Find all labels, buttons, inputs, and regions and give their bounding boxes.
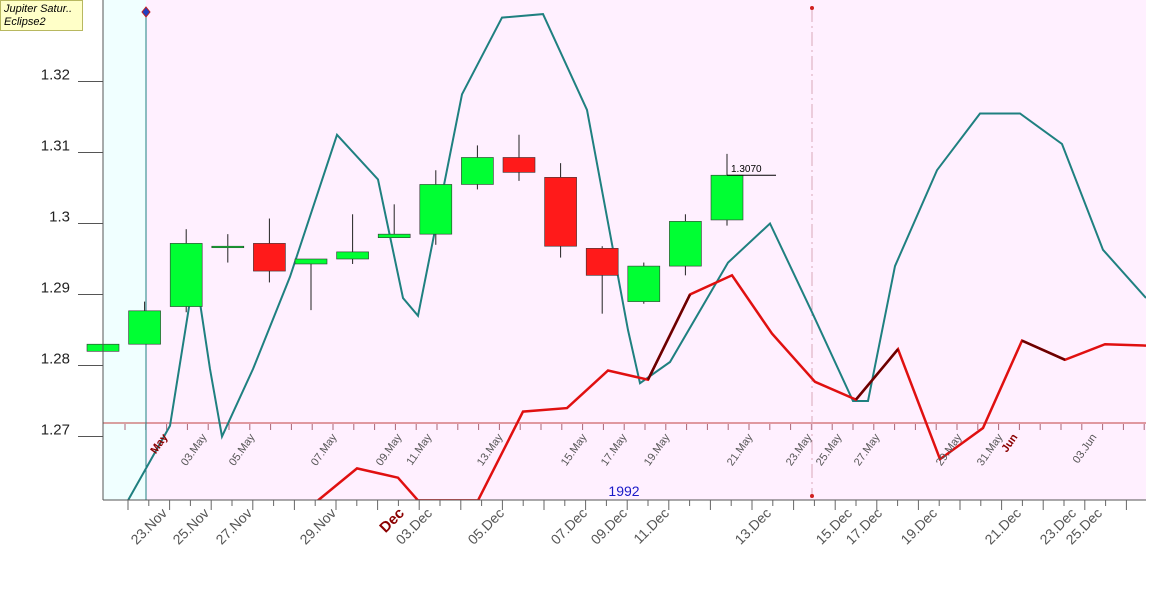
dark-red-segment [646, 293, 692, 381]
series-group [127, 13, 1146, 500]
cursor-top-dot [810, 6, 814, 10]
y-tick-label: 1.27 [41, 422, 70, 439]
candle-body [585, 248, 619, 276]
marker-diamond-icon [141, 6, 151, 18]
candle-body [211, 245, 245, 249]
legend-item: Eclipse2 [4, 16, 46, 28]
price-tag: 1.3070 [727, 164, 776, 176]
teal-series-line [127, 13, 1146, 500]
dark-red-segment [855, 348, 899, 401]
candle-body [461, 157, 494, 185]
left-panel-background [103, 0, 146, 500]
candle-body [710, 174, 744, 221]
year-label: 1992 [608, 483, 639, 499]
y-axis: 1.27 1.28 1.29 1.3 1.31 1.32 [41, 67, 103, 439]
outer-date-label: 11.Dec [630, 505, 672, 547]
candle-body [294, 258, 328, 265]
outer-date-label: 07.Dec [547, 505, 590, 548]
y-tick-label: 1.3 [49, 209, 70, 226]
outer-date-label: 27.Nov [212, 505, 255, 548]
outer-date-label: 21.Dec [981, 505, 1024, 548]
price-tag-text: 1.3070 [731, 164, 762, 175]
candle-body [128, 310, 161, 345]
candle-body [419, 184, 453, 235]
red-series-line [317, 273, 1146, 500]
candle-body [377, 233, 411, 238]
outer-date-label: 09.Dec [587, 505, 630, 548]
candle-body [627, 265, 661, 302]
outer-date-label: 29.Nov [296, 505, 339, 548]
candles-layer [86, 134, 744, 412]
y-tick-label: 1.31 [41, 138, 70, 155]
candle-body [253, 243, 286, 272]
dark-red-segment [1021, 339, 1066, 361]
cursor-bottom-dot [810, 494, 814, 498]
candle-body [336, 251, 369, 260]
legend-item: Jupiter Satur.. [4, 3, 73, 15]
y-tick-label: 1.28 [41, 351, 70, 368]
outer-date-label: 05.Dec [464, 505, 507, 548]
series-layer [127, 13, 1146, 500]
candle-body [669, 221, 702, 267]
outer-date-label: 19.Dec [897, 505, 940, 548]
outer-date-label: 13.Dec [731, 505, 774, 548]
outer-date-label: 25.Nov [169, 505, 212, 548]
candle-body [169, 243, 203, 307]
candle-body [502, 157, 536, 173]
inner-time-ticks [124, 424, 1145, 430]
outer-time-ticks [127, 500, 1127, 510]
y-tick-label: 1.29 [41, 280, 70, 297]
outer-date-label: 23.Nov [127, 505, 170, 548]
candle-body [544, 177, 577, 247]
legend: Jupiter Satur.. Eclipse2 [0, 0, 83, 31]
y-tick-label: 1.32 [41, 67, 70, 84]
